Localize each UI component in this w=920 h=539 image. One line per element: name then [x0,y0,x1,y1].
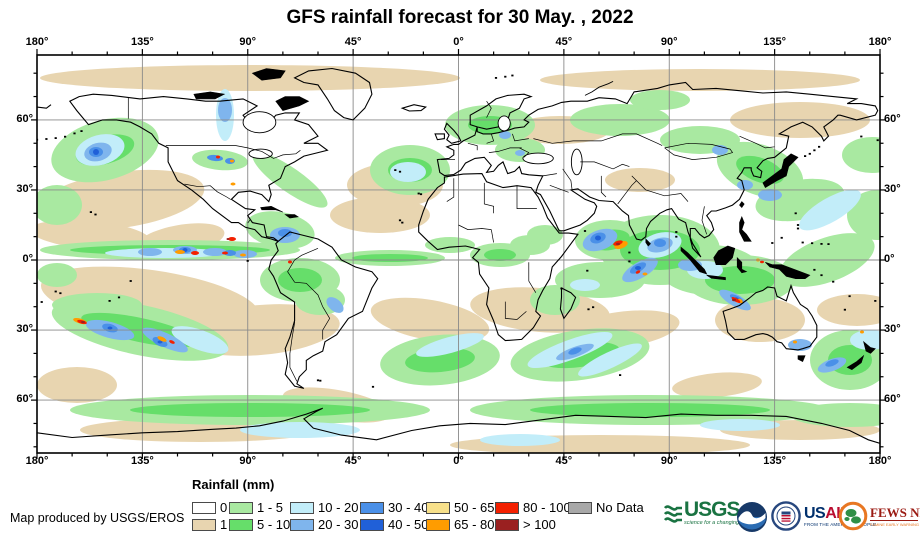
legend-item: 65 - 80 [426,516,494,532]
legend-label: 20 - 30 [318,517,359,533]
lat-label-right: 30° [884,323,901,336]
usaid-logo-tagline: FROM THE AMERICAN PEOPLE [804,521,877,527]
usgs-logo: USGS science for a changing world [664,498,754,526]
legend-label: 50 - 65 [454,500,495,516]
lon-label-bottom: 45° [344,455,362,467]
lat-label-right: 30° [884,182,901,195]
lon-label-top: 180° [25,36,49,48]
lon-label-top: 90° [239,36,257,48]
legend-swatch [229,501,253,514]
legend-swatch [495,518,519,531]
legend-label: 30 - 40 [388,500,429,516]
lon-label-bottom: 0° [453,455,464,467]
fewsnet-logo-tagline: FAMINE EARLY WARNING SYSTEMS NETWORK [870,521,920,527]
lat-label-right: 0° [884,253,895,265]
legend-label: 0 [220,500,228,516]
lon-label-bottom: 135° [763,455,786,467]
legend-label: 80 - 100 [523,500,571,516]
noaa-logo [737,502,767,532]
lon-label-bottom: 90° [239,455,257,467]
legend-item: 50 - 65 [426,499,494,515]
usgs-logo-tagline: science for a changing world [684,520,754,526]
lon-label-top: 180° [868,36,892,48]
world-map [31,49,886,459]
legend-item: 10 - 20 [290,499,358,515]
legend-swatch [568,501,592,514]
legend-item: 0 [192,499,227,515]
legend-swatch [290,501,314,514]
legend-swatch [426,518,450,531]
legend-swatch [229,518,253,531]
land-layer [37,67,880,444]
legend-swatch [290,518,314,531]
lon-label-top: 135° [130,36,154,48]
lon-label-bottom: 90° [660,455,678,467]
lon-label-top: 0° [453,36,464,48]
legend-item: 20 - 30 [290,516,358,532]
map-frame [36,54,881,454]
lon-label-top: 90° [660,36,678,48]
legend-label: No Data [596,500,644,516]
lon-label-bottom: 45° [555,455,573,467]
fewsnet-logo: FEWS NET FAMINE EARLY WARNING SYSTEMS NE… [838,500,920,532]
legend-label: 1 [220,517,228,533]
legend-label: 65 - 80 [454,517,495,533]
legend-item: > 100 [495,516,556,532]
lat-label-left: 0° [22,253,33,265]
legend-swatch [360,501,384,514]
lat-label-left: 30° [16,182,33,195]
lon-label-bottom: 135° [130,455,154,467]
lat-label-left: 60° [16,112,33,125]
legend-swatch [495,501,519,514]
legend-item: 5 - 10 [229,516,290,532]
legend-label: 1 - 5 [257,500,284,516]
legend-swatch [426,501,450,514]
page-title: GFS rainfall forecast for 30 May. , 2022 [286,7,634,28]
fewsnet-logo-rule [870,519,918,521]
lon-label-bottom: 180° [868,455,892,467]
legend-item: 1 [192,516,227,532]
lon-label-top: 135° [763,36,786,48]
legend-swatch [192,518,216,531]
legend-label: 5 - 10 [257,517,291,533]
lat-label-right: 60° [884,393,901,406]
legend-item: 40 - 50 [360,516,428,532]
attribution-text: Map produced by USGS/EROS [10,511,185,525]
legend-label: 40 - 50 [388,517,429,533]
legend-header: Rainfall (mm) [192,477,275,492]
legend-item: 1 - 5 [229,499,283,515]
legend-swatch [360,518,384,531]
usaid-seal-icon [771,501,801,531]
legend-label: 10 - 20 [318,500,359,516]
lon-label-top: 45° [344,36,362,48]
legend-item: 30 - 40 [360,499,428,515]
lat-label-left: 30° [16,323,33,336]
lon-label-top: 45° [555,36,573,48]
legend-item: 80 - 100 [495,499,571,515]
usgs-logo-text: USGS [684,498,741,521]
lat-label-left: 60° [16,393,33,406]
legend-swatch [192,501,216,514]
legend-item: No Data [568,499,644,515]
fewsnet-globe-icon [838,501,868,531]
lon-label-bottom: 180° [25,455,49,467]
fewsnet-logo-text: FEWS NET [870,504,920,520]
usgs-wave-icon [664,505,682,523]
legend-label: > 100 [523,517,556,533]
lat-label-right: 60° [884,112,901,125]
